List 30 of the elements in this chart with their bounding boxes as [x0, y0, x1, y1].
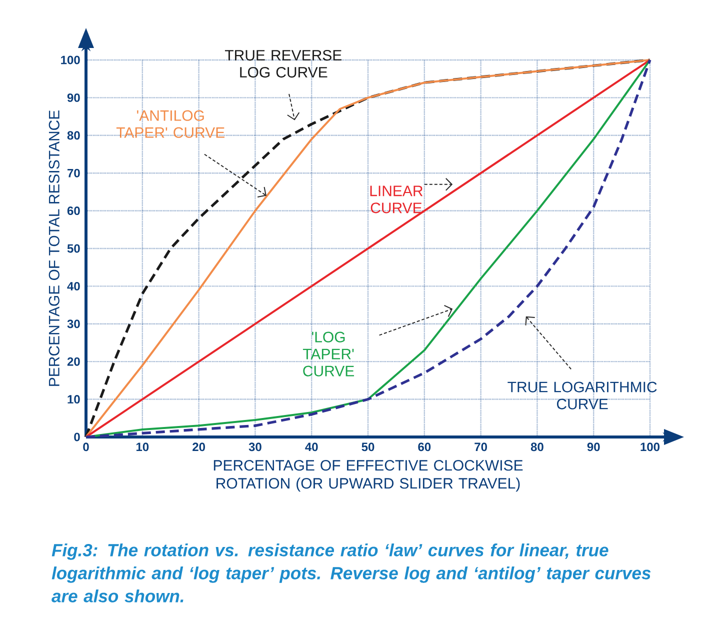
series-label: LINEAR CURVE [370, 186, 423, 214]
series-label: 'LOG TAPER' CURVE [302, 332, 354, 376]
x-tick-label: 60 [418, 442, 431, 452]
text: TRUE LOGARITHMIC CURVE [508, 382, 657, 410]
y-tick-label: 40 [67, 282, 80, 290]
x-tick-label: 50 [362, 442, 374, 452]
y-axis-title: PERCENTAGE OF TOTAL RESISTANCE [48, 110, 60, 386]
y-tick-label: 30 [67, 320, 80, 328]
y-tick-label: 50 [67, 244, 80, 253]
x-tick-label: 100 [640, 442, 660, 452]
x-tick-label: 40 [305, 442, 318, 452]
y-tick-label: 60 [67, 206, 80, 216]
series-label: TRUE REVERSE LOG CURVE [224, 50, 342, 78]
x-axis-title: PERCENTAGE OF EFFECTIVE CLOCKWISE ROTATION (OR UPWARD SLIDER TRAVEL) [214, 460, 523, 492]
y-tick-label: 100 [61, 56, 80, 64]
x-tick-label: 20 [192, 442, 205, 452]
y-tick-label: 0 [74, 432, 80, 442]
x-tick-label: 30 [248, 442, 262, 452]
x-tick-label: 80 [530, 442, 544, 452]
x-tick-label: 90 [587, 442, 600, 452]
caption: Fig.3: The rotation vs. resistance ratio ‘law’ curves for linear, true logarithmic and ‘log taper’ pots. Reverse log and ‘antilog’ taper curves are also shown. [52, 544, 651, 602]
x-tick-label: 70 [474, 442, 487, 452]
text: 'ANTILOG TAPER' CURVE [116, 110, 224, 138]
y-tick-label: 90 [67, 93, 80, 102]
y-tick-label: 20 [67, 357, 80, 366]
x-tick-label: 10 [136, 442, 149, 452]
x-tick-label: 0 [83, 442, 89, 452]
y-tick-label: 80 [67, 131, 80, 140]
y-tick-label: 70 [68, 168, 80, 178]
y-tick-label: 10 [68, 395, 80, 404]
